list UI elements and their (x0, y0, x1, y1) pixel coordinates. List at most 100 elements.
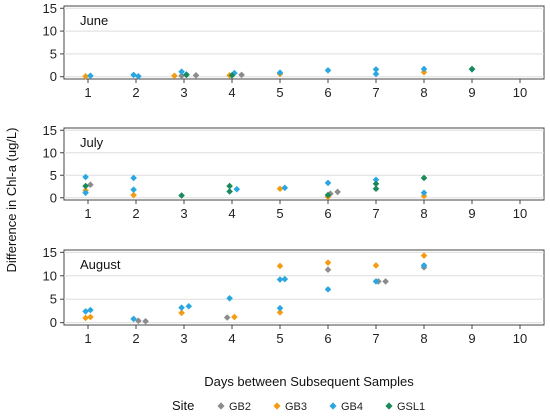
data-point-gb3 (171, 72, 178, 80)
x-tick-label: 3 (180, 85, 187, 100)
y-tick-label: 10 (43, 268, 57, 283)
legend-label-gsl1: GSL1 (397, 401, 425, 413)
data-point-gb4 (372, 176, 380, 184)
data-point-gb2 (178, 72, 185, 80)
y-axis-title: Difference in Chl-a (ug/L) (4, 128, 19, 273)
data-point-gb3 (372, 262, 380, 269)
panel-august: 0 5 10 15 1 2 3 4 5 6 7 8 9 10 August (43, 245, 545, 346)
data-point-gb4 (281, 184, 289, 192)
legend-marker-gsl1 (385, 402, 393, 410)
legend: Site GB2 GB3 GB4 GSL1 (172, 398, 425, 413)
data-point-gb4 (178, 68, 185, 75)
panel-label: July (80, 135, 104, 150)
data-point-gsl1 (178, 192, 185, 199)
panel-frame (63, 127, 545, 201)
data-point-gb2 (382, 278, 389, 285)
x-tick-label: 9 (468, 85, 475, 100)
x-tick-label: 4 (228, 85, 235, 100)
panel-label: August (80, 257, 121, 272)
y-tick-label: 0 (50, 69, 57, 84)
data-point-gb3 (276, 262, 284, 270)
data-point-gb3 (87, 313, 94, 321)
data-point-gb4 (82, 173, 89, 181)
y-tick-label: 5 (50, 168, 57, 183)
data-point-gsl1 (82, 182, 89, 190)
x-tick-label: 4 (228, 206, 235, 221)
panel-frame (63, 249, 545, 326)
x-tick-label: 8 (420, 85, 427, 100)
y-tick-label: 15 (43, 123, 57, 138)
data-point-gb4 (135, 72, 142, 80)
data-point-gsl1 (372, 185, 380, 193)
data-point-gb4 (372, 66, 380, 73)
x-tick-label: 2 (132, 206, 139, 221)
panel-june: 0 5 10 15 1 2 3 4 5 6 7 8 9 10 June (43, 1, 545, 100)
x-tick-label: 3 (180, 331, 187, 346)
x-tick-label: 9 (468, 331, 475, 346)
data-point-gb3 (231, 313, 238, 321)
x-tick-label: 2 (132, 85, 139, 100)
data-point-gb4 (87, 306, 94, 314)
x-tick-label: 8 (420, 206, 427, 221)
y-tick-label: 5 (50, 46, 57, 61)
data-point-gsl1 (372, 180, 380, 188)
data-point-gb4 (276, 276, 284, 283)
x-tick-label: 5 (276, 206, 283, 221)
y-tick-label: 0 (50, 190, 57, 205)
y-tick-label: 15 (43, 1, 57, 16)
legend-label-gb2: GB2 (229, 401, 251, 413)
data-point-gb4 (82, 189, 89, 197)
x-tick-label: 1 (84, 85, 91, 100)
x-tick-label: 4 (228, 331, 235, 346)
data-point-gb4 (130, 71, 137, 79)
data-point-gb3 (324, 259, 332, 266)
data-point-gb4 (82, 308, 89, 315)
data-point-gb2 (87, 181, 94, 188)
x-tick-label: 9 (468, 206, 475, 221)
x-tick-label: 1 (84, 331, 91, 346)
data-point-gb2 (135, 317, 142, 325)
data-point-gb4 (233, 185, 241, 193)
data-point-gb3 (82, 314, 89, 322)
data-point-gb4 (178, 304, 185, 311)
data-point-gb4 (281, 275, 289, 283)
x-tick-label: 10 (513, 85, 527, 100)
data-point-gb4 (324, 179, 332, 187)
x-tick-label: 8 (420, 331, 427, 346)
data-point-gsl1 (468, 65, 476, 73)
data-point-gb4 (420, 189, 428, 197)
data-point-gb4 (420, 262, 428, 269)
x-tick-label: 5 (276, 331, 283, 346)
x-tick-label: 10 (513, 331, 527, 346)
data-point-gb4 (372, 70, 380, 78)
data-point-gb4 (130, 174, 137, 182)
data-point-gb4 (324, 67, 332, 74)
x-tick-label: 6 (324, 331, 331, 346)
data-point-gb4 (185, 302, 193, 310)
data-point-gb2 (238, 71, 245, 79)
data-point-gb4 (420, 65, 428, 73)
panel-july: 0 5 10 15 1 2 3 4 5 6 7 8 9 10 July (43, 123, 545, 221)
data-point-gb3 (420, 252, 428, 259)
x-tick-label: 10 (513, 206, 527, 221)
x-tick-label: 7 (372, 206, 379, 221)
x-axis-title: Days between Subsequent Samples (204, 374, 414, 389)
y-tick-label: 15 (43, 245, 57, 260)
data-point-gsl1 (183, 71, 190, 79)
data-point-gb3 (130, 191, 137, 199)
data-point-gsl1 (324, 191, 332, 199)
data-point-gb4 (226, 294, 233, 302)
legend-label-gb4: GB4 (341, 401, 363, 413)
x-tick-label: 7 (372, 85, 379, 100)
legend-marker-gb3 (273, 402, 281, 410)
data-point-gsl1 (228, 72, 236, 79)
panel-label: June (80, 13, 108, 28)
data-point-gb2 (142, 317, 149, 325)
data-point-gsl1 (226, 188, 233, 195)
x-tick-label: 3 (180, 206, 187, 221)
x-tick-label: 7 (372, 331, 379, 346)
data-point-gb4 (130, 315, 137, 323)
panel-frame (63, 5, 545, 80)
